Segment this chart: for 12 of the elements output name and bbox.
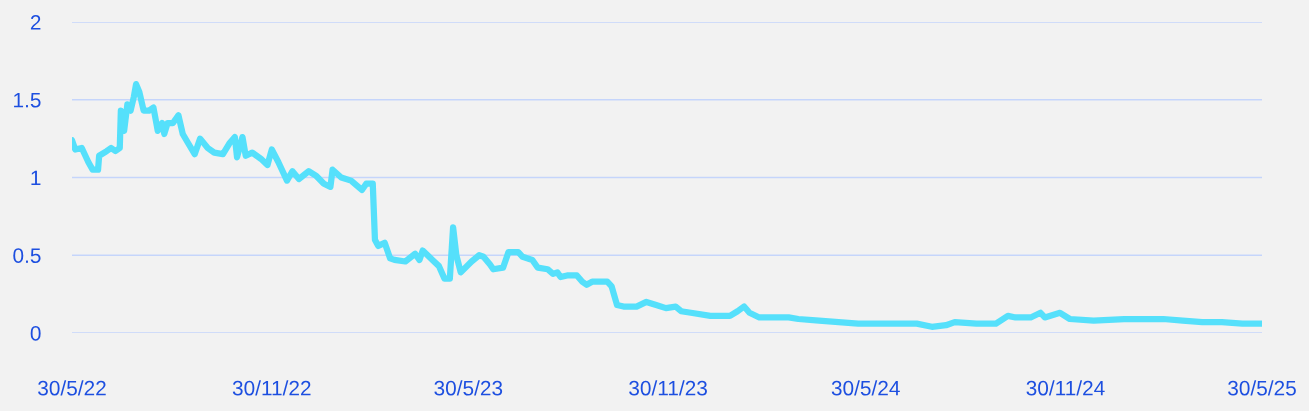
x-tick-label: 30/5/25 <box>1228 380 1296 396</box>
x-tick-label: 30/5/23 <box>434 380 503 396</box>
x-tick-label: 30/11/24 <box>1026 380 1105 396</box>
x-tick-label: 30/11/23 <box>629 380 707 396</box>
y-tick-label: 1.5 <box>14 92 41 108</box>
x-tick-label: 30/11/22 <box>232 380 311 396</box>
x-tick-label: 30/5/24 <box>831 380 900 396</box>
y-tick-label: 0.5 <box>13 248 41 263</box>
y-tick-label: 1 <box>31 170 41 186</box>
x-tick-label: 30/5/22 <box>38 380 106 396</box>
y-tick-label: 2 <box>30 15 41 30</box>
y-tick-label: 0 <box>30 326 41 341</box>
